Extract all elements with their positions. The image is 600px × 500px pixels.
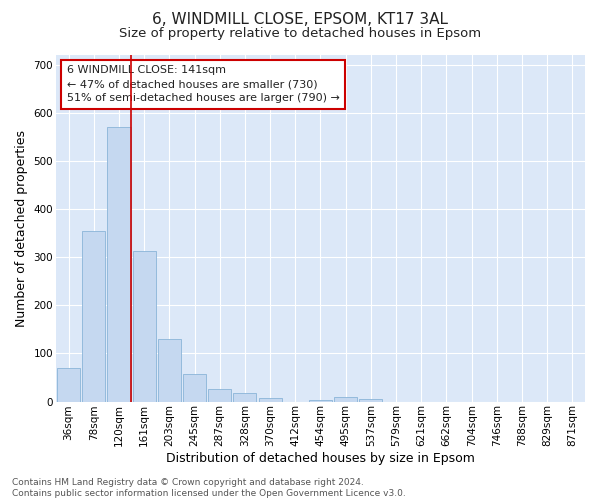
Text: Contains HM Land Registry data © Crown copyright and database right 2024.
Contai: Contains HM Land Registry data © Crown c… [12, 478, 406, 498]
Bar [158, 339, 181, 402]
Bar [183, 374, 206, 402]
Bar [82, 230, 106, 402]
Bar [133, 251, 156, 402]
Text: 6, WINDMILL CLOSE, EPSOM, KT17 3AL: 6, WINDMILL CLOSE, EPSOM, KT17 3AL [152, 12, 448, 28]
X-axis label: Distribution of detached houses by size in Epsom: Distribution of detached houses by size … [166, 452, 475, 465]
Text: 6 WINDMILL CLOSE: 141sqm
← 47% of detached houses are smaller (730)
51% of semi-: 6 WINDMILL CLOSE: 141sqm ← 47% of detach… [67, 66, 340, 104]
Bar [359, 399, 382, 402]
Bar [309, 400, 332, 402]
Bar [233, 394, 256, 402]
Bar [57, 368, 80, 402]
Bar [107, 127, 131, 402]
Bar [259, 398, 281, 402]
Text: Size of property relative to detached houses in Epsom: Size of property relative to detached ho… [119, 28, 481, 40]
Bar [334, 396, 357, 402]
Bar [208, 388, 231, 402]
Y-axis label: Number of detached properties: Number of detached properties [15, 130, 28, 327]
